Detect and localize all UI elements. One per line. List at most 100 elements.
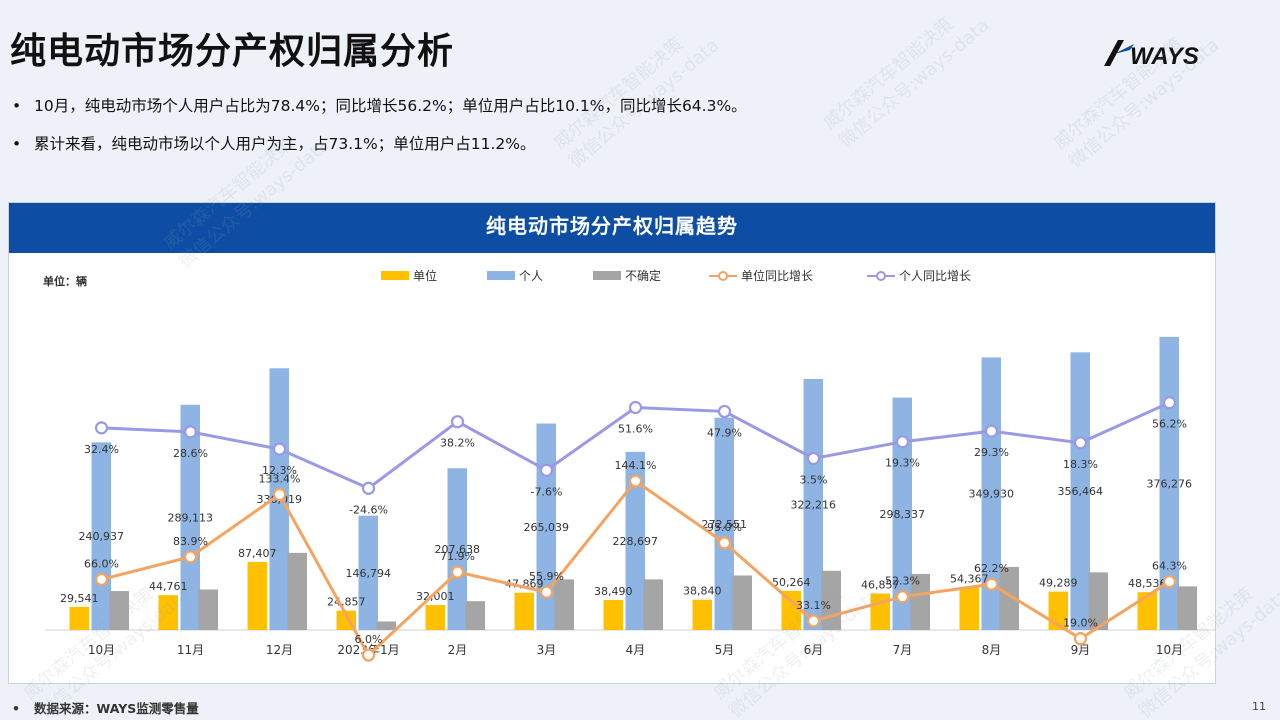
personal-yoy-point	[717, 404, 732, 419]
unit-yoy-point	[539, 585, 554, 599]
legend-swatch	[487, 271, 515, 280]
legend-label: 单位同比增长	[741, 268, 813, 283]
watermark-text: 威尔森汽车智能决策	[820, 14, 958, 134]
legend-label: 个人	[519, 269, 543, 283]
unit-yoy-label: 144.1%	[615, 459, 657, 472]
bar-value-label: 322,216	[791, 499, 837, 512]
personal-yoy-point	[450, 415, 465, 429]
bar-unit	[158, 595, 178, 630]
x-tick-label: 3月	[537, 643, 557, 657]
personal-yoy-point	[272, 442, 287, 456]
bar-value-label: 146,794	[346, 567, 392, 580]
unit-yoy-point	[1162, 574, 1177, 589]
unit-yoy-point	[717, 536, 732, 550]
bar-uncertain	[732, 575, 752, 630]
unit-yoy-point	[984, 577, 999, 591]
personal-yoy-point	[984, 424, 999, 438]
unit-yoy-label: 133.4%	[259, 473, 301, 486]
bar-personal	[1070, 352, 1090, 630]
unit-yoy-label: 64.3%	[1152, 560, 1187, 573]
bar-uncertain	[198, 589, 218, 630]
bar-value-label: 265,039	[524, 521, 570, 534]
unit-yoy-point	[895, 590, 910, 604]
x-tick-label: 10月	[1156, 643, 1183, 657]
personal-yoy-point	[1073, 436, 1088, 450]
x-tick-label: 10月	[88, 643, 115, 657]
data-source-text: 数据来源：WAYS监测零售量	[34, 701, 199, 716]
personal-yoy-point	[628, 400, 643, 415]
unit-yoy-point	[806, 614, 821, 628]
bar-unit	[425, 605, 445, 630]
bar-value-label: 50,264	[772, 576, 811, 589]
bar-value-label: 207,638	[435, 543, 481, 556]
x-tick-label: 9月	[1071, 643, 1091, 657]
x-tick-label: 8月	[982, 643, 1002, 657]
bar-personal	[892, 397, 912, 630]
bar-value-label: 44,761	[149, 580, 188, 593]
bullet-symbol: •	[12, 97, 22, 115]
summary-bullet: • 10月，纯电动市场个人用户占比为78.4%；同比增长56.2%；单位用户占比1…	[12, 92, 747, 130]
watermark-text: 微信公众号:ways-data	[835, 15, 993, 153]
legend-label: 单位	[413, 268, 437, 283]
personal-yoy-label: 18.3%	[1063, 458, 1098, 471]
personal-yoy-point	[94, 421, 109, 435]
unit-yoy-label: 83.9%	[173, 535, 208, 548]
bar-personal	[180, 404, 200, 630]
unit-yoy-label: 52.3%	[885, 575, 920, 588]
ways-logo: WAYS	[1104, 40, 1199, 70]
bar-value-label: 49,289	[1039, 577, 1078, 590]
legend-marker	[718, 271, 728, 281]
logo-swoosh-icon	[1104, 40, 1134, 66]
chart-panel: 纯电动市场分产权归属趋势 单位：辆 单位 个人 不确定 单位同比增长 个人同比增长 10月 1…	[8, 202, 1216, 684]
bar-value-label: 87,407	[238, 547, 277, 560]
bar-unit	[781, 590, 801, 630]
bar-value-label: 38,490	[594, 585, 633, 598]
bar-uncertain	[1177, 586, 1197, 630]
bar-uncertain	[109, 591, 129, 630]
bar-unit	[69, 606, 89, 630]
bullet-text: 累计来看，纯电动市场以个人用户为主，占73.1%；单位用户占11.2%。	[34, 135, 536, 153]
legend-label: 个人同比增长	[899, 269, 971, 283]
x-tick-label: 4月	[626, 643, 646, 657]
bar-value-label: 48,536	[1128, 577, 1167, 590]
personal-yoy-label: 38.2%	[440, 437, 475, 450]
bar-unit	[1137, 592, 1157, 630]
bar-value-label: 240,937	[79, 530, 125, 543]
bar-uncertain	[910, 573, 930, 630]
summary-bullets: • 10月，纯电动市场个人用户占比为78.4%；同比增长56.2%；单位用户占比1…	[12, 92, 747, 168]
unit-yoy-point	[361, 648, 376, 662]
personal-yoy-label: 29.3%	[974, 446, 1009, 459]
unit-label: 单位：辆	[43, 274, 87, 288]
bar-value-label: 298,337	[880, 508, 926, 521]
bar-personal	[803, 379, 823, 630]
x-tick-label: 11月	[177, 643, 204, 657]
personal-yoy-label: 28.6%	[173, 447, 208, 460]
personal-yoy-label: 51.6%	[618, 423, 653, 436]
bar-personal	[625, 451, 645, 630]
personal-yoy-point	[539, 463, 554, 477]
bar-value-label: 272,551	[702, 518, 748, 531]
bar-personal	[1159, 336, 1179, 630]
unit-yoy-point	[628, 474, 643, 488]
bar-uncertain	[465, 601, 485, 630]
bar-uncertain	[643, 579, 663, 630]
personal-yoy-point	[1162, 396, 1177, 410]
bar-value-label: 47,869	[505, 578, 544, 591]
bar-unit	[514, 592, 534, 630]
bar-value-label: 38,840	[683, 585, 722, 598]
chart: 单位：辆单位个人不确定单位同比增长个人同比增长10月11月12月2023年1月2…	[43, 268, 1215, 662]
x-tick-label: 2月	[448, 643, 468, 657]
unit-yoy-label: 19.0%	[1063, 617, 1098, 630]
bar-personal	[714, 417, 734, 630]
legend-swatch	[381, 271, 409, 280]
bar-uncertain	[376, 621, 396, 630]
bullet-symbol: •	[12, 135, 22, 153]
bar-personal	[536, 423, 556, 630]
bar-value-label: 54,367	[950, 573, 989, 586]
unit-yoy-point	[1073, 632, 1088, 646]
unit-yoy-point	[94, 572, 109, 587]
personal-yoy-point	[895, 435, 910, 449]
bar-personal	[358, 515, 378, 630]
bar-value-label: 24,857	[327, 596, 366, 609]
